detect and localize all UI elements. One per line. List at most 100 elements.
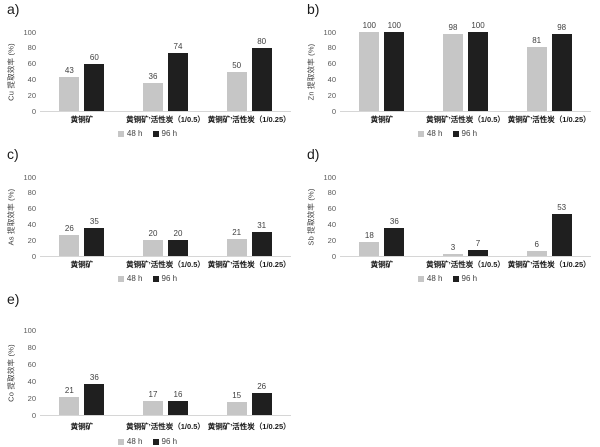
bar-96h: 53 [551, 204, 572, 256]
y-axis-title: Cu 提取效率 (%) [5, 32, 17, 112]
legend-item: 96 h [452, 274, 478, 283]
bar-96h: 36 [84, 374, 105, 415]
bar-group: 20 20 [124, 177, 208, 256]
panel-letter: b) [307, 1, 320, 17]
bar-value-label: 100 [471, 21, 485, 30]
bar-48h: 3 [443, 243, 463, 256]
y-tick-label: 40 [327, 219, 336, 229]
bar-group: 18 36 [340, 177, 424, 256]
x-axis-labels: 黄铜矿 黄铜矿’活性炭（1/0.5） 黄铜矿’活性炭（1/0.25） [40, 422, 291, 431]
bar-group: 50 80 [207, 32, 291, 111]
legend-swatch-icon [152, 438, 159, 445]
legend: 48 h 96 h [322, 274, 573, 283]
bar-96h: 60 [84, 53, 105, 111]
legend-swatch-icon [452, 275, 459, 282]
chart-d-sb: d) Sb 提取效率 (%) 18 36 3 7 6 53 0 20 40 60 80 100 黄铜… [300, 145, 600, 290]
bar-groups: 21 36 17 16 15 26 [40, 330, 291, 415]
bar-group: 15 26 [207, 330, 291, 415]
bar-group: 21 36 [40, 330, 124, 415]
plot-area: 43 60 36 74 50 80 0 20 40 60 80 100 [23, 28, 291, 114]
bar-group: 26 35 [40, 177, 124, 256]
bar-value-label: 7 [475, 239, 481, 249]
legend-swatch-icon [452, 130, 459, 137]
y-tick-label: 80 [27, 342, 36, 352]
bar-96h: 20 [168, 230, 188, 256]
bar-value-label: 31 [257, 220, 267, 230]
y-tick-label: 80 [327, 43, 336, 53]
plot-area: 18 36 3 7 6 53 0 20 40 60 80 100 [323, 173, 591, 259]
panel-letter: a) [7, 1, 20, 17]
bar-48h: 50 [226, 61, 247, 111]
bar-groups: 100 100 98 100 81 98 [340, 22, 591, 111]
plot-area: 21 36 17 16 15 26 0 20 40 60 80 100 [23, 326, 291, 418]
bar-48h: 98 [443, 23, 463, 111]
x-category-label: 黄铜矿’活性炭（1/0.5） [126, 422, 205, 431]
legend-label: 96 h [161, 437, 178, 446]
x-category-label: 黄铜矿’活性炭（1/0.5） [426, 260, 505, 269]
bar-value-label: 6 [534, 240, 539, 250]
y-axis-title: Zn 提取效率 (%) [305, 32, 317, 112]
bar-96h: 16 [168, 391, 188, 415]
y-tick-label: 40 [27, 376, 36, 386]
bar-group: 21 31 [207, 177, 291, 256]
chart-a-cu: a) Cu 提取效率 (%) 43 60 36 74 50 80 0 20 40 60 80 100… [0, 0, 300, 145]
y-tick-label: 100 [23, 172, 36, 182]
y-tick-label: 20 [327, 90, 336, 100]
legend: 48 h 96 h [22, 274, 273, 283]
bar-group: 43 60 [40, 32, 124, 111]
y-tick-label: 20 [327, 235, 336, 245]
legend-item: 48 h [117, 129, 143, 138]
bar-group: 81 98 [507, 23, 591, 111]
y-tick-label: 0 [331, 106, 336, 116]
x-category-label: 黄铜矿 [70, 260, 94, 269]
bar-96h: 80 [251, 37, 272, 111]
bar-group: 6 53 [507, 177, 591, 256]
y-tick-label: 60 [27, 203, 36, 213]
legend-swatch-icon [152, 275, 159, 282]
y-tick-label: 60 [327, 203, 336, 213]
bar-96h: 36 [384, 217, 405, 256]
y-tick-label: 20 [27, 393, 36, 403]
y-axis-title-text: Co 提取效率 (%) [6, 344, 16, 402]
legend-label: 48 h [426, 274, 443, 283]
bar-value-label: 36 [148, 71, 158, 81]
legend-label: 96 h [461, 129, 478, 138]
legend: 48 h 96 h [22, 437, 273, 446]
bar-value-label: 36 [389, 216, 399, 226]
bar-48h: 100 [359, 22, 380, 111]
bar-value-label: 35 [89, 217, 99, 227]
y-tick-label: 100 [323, 172, 336, 182]
y-tick-label: 20 [27, 235, 36, 245]
bar-value-label: 21 [64, 386, 74, 396]
bar-48h: 6 [526, 241, 547, 256]
bar-group: 36 74 [124, 32, 208, 111]
legend-swatch-icon [152, 130, 159, 137]
x-category-label: 黄铜矿’活性炭（1/0.25） [207, 115, 291, 124]
y-tick-label: 40 [27, 219, 36, 229]
plot-area: 26 35 20 20 21 31 0 20 40 60 80 100 [23, 173, 291, 259]
bar-value-label: 74 [173, 41, 183, 51]
bar-48h: 18 [359, 231, 380, 256]
legend-item: 48 h [117, 274, 143, 283]
bar-96h: 31 [251, 221, 272, 256]
legend-swatch-icon [117, 130, 124, 137]
bar-value-label: 98 [557, 22, 567, 32]
legend-label: 48 h [126, 437, 143, 446]
x-category-label: 黄铜矿’活性炭（1/0.25） [207, 422, 291, 431]
x-category-label: 黄铜矿 [370, 115, 394, 124]
bar-48h: 26 [59, 225, 80, 256]
y-axis-title: Co 提取效率 (%) [5, 330, 17, 416]
y-tick-label: 60 [27, 359, 36, 369]
legend-label: 96 h [461, 274, 478, 283]
bar-48h: 17 [143, 390, 163, 415]
y-axis-title-text: As 提取效率 (%) [6, 188, 16, 246]
legend-label: 96 h [161, 129, 178, 138]
bar-value-label: 50 [232, 60, 242, 70]
legend-item: 96 h [152, 274, 177, 283]
x-category-label: 黄铜矿’活性炭（1/0.25） [507, 260, 591, 269]
bar-group: 17 16 [124, 330, 208, 415]
bar-96h: 35 [84, 218, 105, 256]
x-category-label: 黄铜矿’活性炭（1/0.25） [507, 115, 591, 124]
x-category-label: 黄铜矿 [70, 115, 94, 124]
bar-value-label: 26 [257, 381, 267, 391]
